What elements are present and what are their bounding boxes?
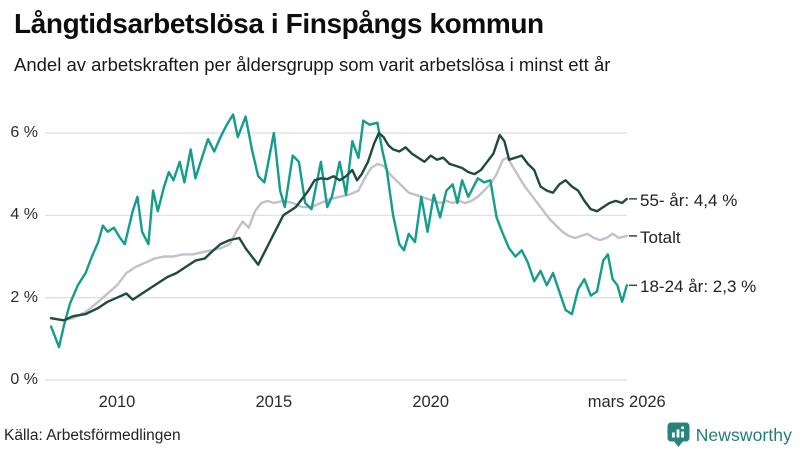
chart-subtitle: Andel av arbetskraften per åldersgrupp s…: [14, 54, 611, 75]
series-line-18-24 år: [49, 113, 628, 349]
x-tick-2010: 2010: [98, 393, 136, 411]
x-tick-2020: 2020: [412, 393, 450, 411]
y-tick-0: 0 %: [10, 371, 38, 388]
y-tick-4: 4 %: [10, 206, 38, 224]
series-label-totalt: Totalt: [640, 227, 681, 247]
newsworthy-logo[interactable]: Newsworthy: [667, 422, 792, 448]
series-label-18-24: 18-24 år: 2,3 %: [640, 277, 757, 297]
newsworthy-wordmark: Newsworthy: [695, 424, 792, 445]
page-title: Långtidsarbetslösa i Finspångs kommun: [14, 8, 544, 39]
series-label-55: 55- år: 4,4 %: [640, 190, 738, 210]
y-tick-6: 6 %: [10, 123, 38, 141]
y-tick-2: 2 %: [10, 288, 38, 306]
x-tick-2015: 2015: [255, 393, 293, 411]
series-line-55- år: [49, 131, 628, 322]
newsworthy-icon: [667, 422, 690, 447]
x-tick-mars-2026: mars 2026: [587, 393, 666, 411]
source-credit: Källa: Arbetsförmedlingen: [4, 427, 181, 444]
